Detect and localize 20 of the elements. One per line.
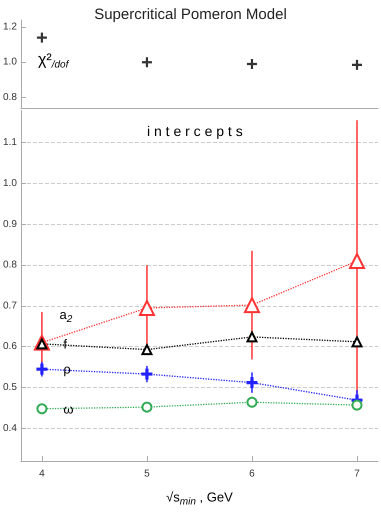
series-label: ρ bbox=[63, 362, 71, 377]
series-label: ω bbox=[63, 401, 74, 416]
y-tick-label: 0.8 bbox=[2, 260, 18, 271]
y-tick-label: 1.0 bbox=[2, 178, 18, 189]
x-tick-label: 5 bbox=[144, 468, 150, 480]
chart-title: Supercritical Pomeron Model bbox=[94, 6, 287, 23]
series-label: f bbox=[63, 336, 68, 352]
x-tick-label: 6 bbox=[249, 468, 256, 480]
annotation: i n t e r c e p t s bbox=[147, 123, 243, 139]
y-tick-label: 1.0 bbox=[2, 56, 18, 68]
y-tick-label: 0.7 bbox=[2, 300, 18, 312]
x-tick-label: 7 bbox=[354, 468, 360, 480]
x-tick-label: 4 bbox=[39, 468, 46, 480]
y-tick-label: 0.6 bbox=[2, 341, 18, 352]
y-tick-label: 0.9 bbox=[2, 218, 18, 230]
y-tick-label: 0.8 bbox=[2, 92, 18, 103]
y-tick-label: 1.2 bbox=[2, 22, 18, 33]
y-tick-label: 1.1 bbox=[2, 137, 18, 148]
y-tick-label: 0.4 bbox=[2, 422, 18, 434]
y-tick-label: 0.5 bbox=[2, 382, 18, 394]
